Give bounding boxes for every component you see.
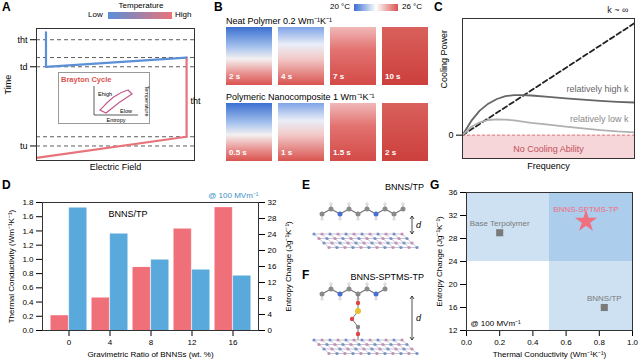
svg-text:BNNS-SPTMS-TP: BNNS-SPTMS-TP xyxy=(553,205,618,214)
html-text:High: High xyxy=(175,10,192,19)
svg-text:tht: tht xyxy=(191,96,202,106)
svg-text:td: td xyxy=(20,62,28,72)
svg-text:24: 24 xyxy=(449,257,458,266)
svg-text:0.4: 0.4 xyxy=(22,298,34,307)
svg-text:No Cooling Ability: No Cooling Ability xyxy=(513,144,584,154)
svg-text:1.0: 1.0 xyxy=(22,255,34,264)
html-text:2 s: 2 s xyxy=(385,148,397,157)
html-text:4 s: 4 s xyxy=(281,72,293,81)
svg-text:8: 8 xyxy=(268,294,273,303)
html-text:0.5 s: 0.5 s xyxy=(229,148,247,157)
svg-text:Base Terpolymer: Base Terpolymer xyxy=(470,219,530,228)
svg-text:8: 8 xyxy=(149,338,154,347)
svg-text:1.6: 1.6 xyxy=(22,212,34,221)
html-text:1.5 s: 1.5 s xyxy=(333,148,351,157)
svg-text:Ehigh: Ehigh xyxy=(98,91,112,97)
html-text:20 °C: 20 °C xyxy=(330,2,351,11)
svg-text:BNNS-SPTMS-TP: BNNS-SPTMS-TP xyxy=(350,272,424,282)
svg-text:20: 20 xyxy=(268,246,277,255)
svg-text:Entropy Change (Jg⁻¹K⁻¹): Entropy Change (Jg⁻¹K⁻¹) xyxy=(435,216,444,307)
svg-text:Gravimetric Ratio of BNNSs (wt: Gravimetric Ratio of BNNSs (wt. %) xyxy=(87,350,214,359)
svg-text:32: 32 xyxy=(268,198,277,207)
svg-text:0.2: 0.2 xyxy=(494,338,506,347)
svg-text:16: 16 xyxy=(268,262,277,271)
svg-text:16: 16 xyxy=(449,303,458,312)
svg-text:d: d xyxy=(416,220,422,230)
svg-text:Entropy Change (Jg⁻¹K⁻¹): Entropy Change (Jg⁻¹K⁻¹) xyxy=(284,221,293,312)
html-text:Polymeric Nanocomposite 1 Wm⁻¹: Polymeric Nanocomposite 1 Wm⁻¹K⁻¹ xyxy=(226,92,375,102)
svg-text:0: 0 xyxy=(448,130,453,140)
svg-text:k ~ ∞: k ~ ∞ xyxy=(607,5,628,15)
svg-text:1.8: 1.8 xyxy=(22,198,34,207)
svg-text:Electric Field: Electric Field xyxy=(90,162,142,172)
svg-text:BNNS/TP: BNNS/TP xyxy=(385,182,424,192)
svg-text:0.0: 0.0 xyxy=(461,338,473,347)
svg-text:24: 24 xyxy=(268,230,277,239)
svg-text:16: 16 xyxy=(229,338,238,347)
svg-text:1.0: 1.0 xyxy=(627,338,639,347)
svg-text:28: 28 xyxy=(449,234,458,243)
svg-text:BNNS/TP: BNNS/TP xyxy=(109,209,148,219)
svg-text:0.6: 0.6 xyxy=(561,338,573,347)
svg-text:relatively high k: relatively high k xyxy=(566,84,629,94)
html-text:C: C xyxy=(434,0,443,14)
svg-text:Brayton Cycle: Brayton Cycle xyxy=(61,75,111,84)
svg-text:0.4: 0.4 xyxy=(527,338,539,347)
svg-text:0.6: 0.6 xyxy=(22,283,34,292)
svg-text:0.8: 0.8 xyxy=(594,338,606,347)
svg-text:Elow: Elow xyxy=(120,108,132,114)
svg-text:28: 28 xyxy=(268,214,277,223)
svg-text:1.2: 1.2 xyxy=(22,241,34,250)
html-text:Low: Low xyxy=(88,10,103,19)
svg-text:20: 20 xyxy=(449,280,458,289)
svg-text:0: 0 xyxy=(67,338,72,347)
svg-text:d: d xyxy=(416,313,422,323)
svg-text:12: 12 xyxy=(449,326,458,335)
svg-text:36: 36 xyxy=(449,188,458,197)
html-text:B: B xyxy=(214,0,223,14)
html-text:Neat Polymer 0.2 Wm⁻¹K⁻¹: Neat Polymer 0.2 Wm⁻¹K⁻¹ xyxy=(226,16,332,26)
svg-text:Entropy: Entropy xyxy=(107,117,126,123)
html-text:1 s: 1 s xyxy=(281,148,293,157)
svg-text:Frequency: Frequency xyxy=(527,161,570,171)
svg-text:Thermal Conductivity (Wm⁻¹K⁻¹): Thermal Conductivity (Wm⁻¹K⁻¹) xyxy=(7,209,16,323)
svg-text:Cooling Power: Cooling Power xyxy=(439,30,449,89)
html-text:F: F xyxy=(302,268,310,282)
svg-text:4: 4 xyxy=(268,310,273,319)
svg-text:12: 12 xyxy=(268,278,277,287)
svg-text:BNNS/TP: BNNS/TP xyxy=(587,294,622,303)
html-text:E: E xyxy=(302,178,310,192)
svg-text:Time: Time xyxy=(3,75,13,95)
html-text:2 s: 2 s xyxy=(229,72,241,81)
svg-text:0.2: 0.2 xyxy=(22,312,34,321)
svg-text:Thermal Conductivity (Wm⁻¹K⁻¹): Thermal Conductivity (Wm⁻¹K⁻¹) xyxy=(493,350,607,359)
html-text:Temperature: Temperature xyxy=(118,1,164,10)
svg-text:32: 32 xyxy=(449,211,458,220)
svg-text:@ 100 MVm⁻¹: @ 100 MVm⁻¹ xyxy=(471,319,522,328)
html-text:A: A xyxy=(2,0,11,14)
svg-text:@ 100 MVm⁻¹: @ 100 MVm⁻¹ xyxy=(208,191,259,200)
svg-text:0.8: 0.8 xyxy=(22,269,34,278)
svg-text:relatively low k: relatively low k xyxy=(570,114,629,124)
svg-text:4: 4 xyxy=(108,338,113,347)
html-text:10 s: 10 s xyxy=(385,72,401,81)
svg-text:0: 0 xyxy=(268,326,273,335)
html-text:26 °C: 26 °C xyxy=(402,2,423,11)
svg-text:12: 12 xyxy=(188,338,197,347)
html-text:G: G xyxy=(430,178,440,192)
svg-text:Temperature: Temperature xyxy=(144,86,150,117)
html-text:D: D xyxy=(2,178,11,192)
svg-text:1.4: 1.4 xyxy=(22,227,34,236)
html-text:7 s: 7 s xyxy=(333,72,345,81)
svg-text:tu: tu xyxy=(20,141,28,151)
svg-text:0.0: 0.0 xyxy=(22,326,34,335)
svg-text:tht: tht xyxy=(17,35,28,45)
